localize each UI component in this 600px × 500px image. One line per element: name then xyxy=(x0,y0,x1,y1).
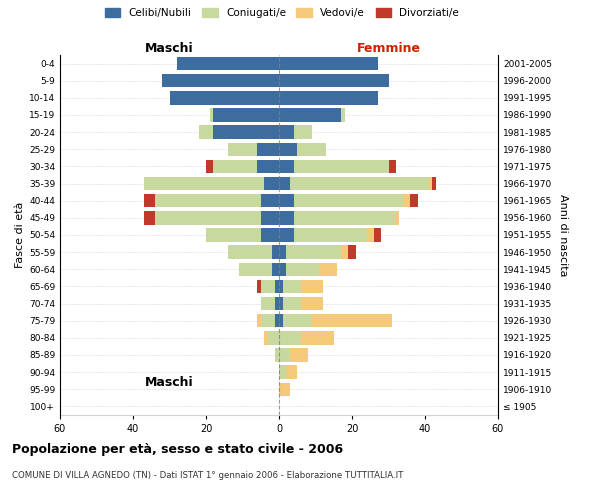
Bar xyxy=(293,126,312,139)
Bar xyxy=(279,74,389,88)
Bar xyxy=(279,91,377,104)
Bar xyxy=(228,142,257,156)
Bar xyxy=(293,211,396,224)
Bar xyxy=(341,108,344,122)
Bar xyxy=(349,246,356,259)
Bar xyxy=(261,297,275,310)
Bar xyxy=(279,177,290,190)
Bar xyxy=(144,194,155,207)
Bar xyxy=(428,177,432,190)
Y-axis label: Fasce di età: Fasce di età xyxy=(15,202,25,268)
Bar xyxy=(257,280,261,293)
Bar xyxy=(312,314,392,328)
Bar xyxy=(279,194,293,207)
Bar xyxy=(293,194,403,207)
Bar xyxy=(432,177,436,190)
Bar xyxy=(275,297,279,310)
Bar xyxy=(341,246,349,259)
Bar xyxy=(403,194,410,207)
Y-axis label: Anni di nascita: Anni di nascita xyxy=(557,194,568,276)
Bar xyxy=(293,228,367,241)
Bar xyxy=(279,57,377,70)
Bar xyxy=(279,160,293,173)
Bar xyxy=(279,246,286,259)
Bar xyxy=(155,211,261,224)
Bar xyxy=(279,142,297,156)
Bar xyxy=(214,126,279,139)
Bar xyxy=(206,160,214,173)
Bar xyxy=(279,228,293,241)
Bar xyxy=(206,228,261,241)
Bar xyxy=(261,228,279,241)
Text: Popolazione per età, sesso e stato civile - 2006: Popolazione per età, sesso e stato civil… xyxy=(12,442,343,456)
Bar xyxy=(257,142,279,156)
Bar xyxy=(286,366,297,379)
Bar xyxy=(228,246,272,259)
Bar xyxy=(301,331,334,344)
Bar xyxy=(272,246,279,259)
Text: COMUNE DI VILLA AGNEDO (TN) - Dati ISTAT 1° gennaio 2006 - Elaborazione TUTTITAL: COMUNE DI VILLA AGNEDO (TN) - Dati ISTAT… xyxy=(12,471,403,480)
Bar xyxy=(286,246,341,259)
Bar xyxy=(144,177,265,190)
Bar xyxy=(319,262,337,276)
Bar xyxy=(275,314,279,328)
Bar xyxy=(290,177,428,190)
Bar xyxy=(290,348,308,362)
Bar xyxy=(275,280,279,293)
Bar xyxy=(261,280,275,293)
Bar xyxy=(257,160,279,173)
Bar xyxy=(268,331,279,344)
Bar xyxy=(209,108,214,122)
Bar xyxy=(286,262,319,276)
Bar xyxy=(279,126,293,139)
Bar xyxy=(214,108,279,122)
Text: Maschi: Maschi xyxy=(145,376,194,389)
Bar xyxy=(283,314,312,328)
Bar xyxy=(177,57,279,70)
Text: Femmine: Femmine xyxy=(356,42,421,55)
Bar xyxy=(261,211,279,224)
Bar xyxy=(257,314,261,328)
Bar xyxy=(396,211,400,224)
Bar xyxy=(261,314,275,328)
Bar xyxy=(144,211,155,224)
Bar xyxy=(275,348,279,362)
Legend: Celibi/Nubili, Coniugati/e, Vedovi/e, Divorziati/e: Celibi/Nubili, Coniugati/e, Vedovi/e, Di… xyxy=(105,8,459,18)
Bar xyxy=(155,194,261,207)
Bar xyxy=(279,108,341,122)
Bar xyxy=(367,228,374,241)
Bar xyxy=(239,262,272,276)
Bar xyxy=(279,262,286,276)
Bar xyxy=(374,228,381,241)
Bar xyxy=(265,331,268,344)
Bar xyxy=(279,211,293,224)
Bar xyxy=(283,280,301,293)
Bar xyxy=(279,366,286,379)
Bar xyxy=(279,280,283,293)
Bar xyxy=(283,297,301,310)
Bar xyxy=(261,194,279,207)
Bar xyxy=(214,160,257,173)
Bar xyxy=(199,126,214,139)
Bar xyxy=(170,91,279,104)
Bar xyxy=(279,382,290,396)
Bar xyxy=(301,297,323,310)
Bar xyxy=(279,297,283,310)
Bar xyxy=(272,262,279,276)
Bar xyxy=(162,74,279,88)
Bar xyxy=(279,314,283,328)
Bar xyxy=(389,160,396,173)
Bar xyxy=(279,348,290,362)
Bar xyxy=(301,280,323,293)
Bar xyxy=(279,331,301,344)
Bar xyxy=(265,177,279,190)
Bar xyxy=(410,194,418,207)
Text: Maschi: Maschi xyxy=(145,42,194,55)
Bar xyxy=(293,160,389,173)
Bar xyxy=(297,142,326,156)
